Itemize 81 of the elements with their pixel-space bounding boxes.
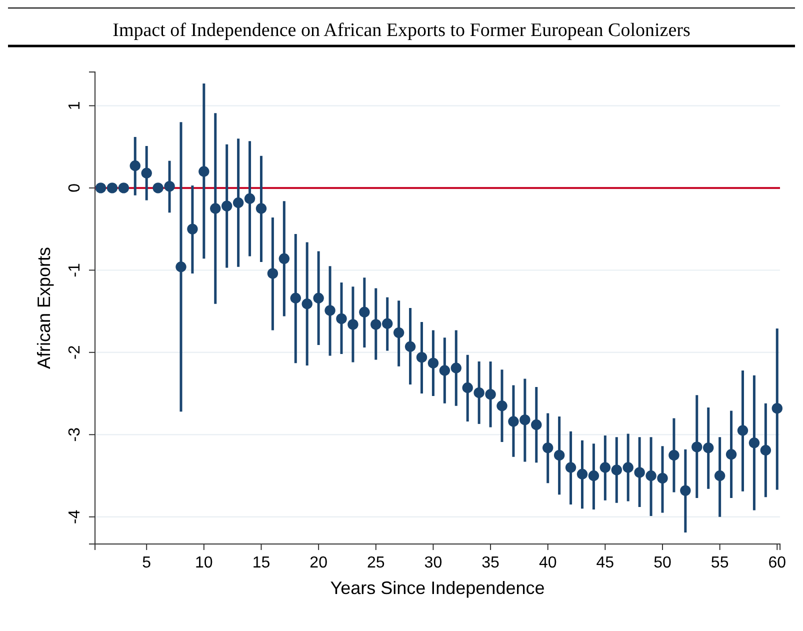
point [668, 450, 680, 461]
x-tick-label: 20 [310, 554, 328, 572]
y-tick-label: -1 [66, 262, 84, 278]
point [634, 467, 645, 478]
point [141, 168, 152, 178]
chart-title: Impact of Independence on African Exports to Former European Colonizers [112, 20, 690, 41]
point [176, 262, 186, 272]
x-tick-label: 40 [538, 554, 557, 572]
point [244, 193, 256, 204]
x-tick-label: 10 [195, 554, 213, 572]
point [726, 449, 737, 460]
point [760, 444, 772, 456]
x-tick-label: 55 [710, 554, 729, 572]
y-tick-label: -4 [66, 510, 84, 524]
point [221, 200, 232, 212]
point [187, 224, 198, 234]
point [336, 313, 347, 324]
point [439, 365, 450, 376]
point [324, 305, 336, 316]
point [508, 416, 519, 427]
x-tick-label: 25 [366, 554, 385, 572]
point [370, 319, 382, 330]
point [232, 197, 244, 208]
point [646, 470, 656, 482]
point [118, 182, 130, 194]
point [278, 253, 290, 264]
point [382, 318, 393, 329]
point [428, 358, 439, 368]
x-tick-label: 35 [482, 554, 500, 572]
point [554, 450, 565, 461]
point [748, 438, 760, 448]
point [106, 182, 118, 194]
point [256, 203, 267, 214]
y-axis-title: African Exports [34, 246, 54, 370]
x-tick-label: 30 [424, 554, 442, 572]
point [267, 268, 278, 279]
x-tick-label: 60 [768, 554, 786, 572]
point [198, 166, 210, 177]
point [164, 180, 175, 192]
point [496, 400, 508, 412]
point [576, 468, 588, 480]
point [600, 462, 611, 473]
x-tick-label: 50 [654, 554, 672, 572]
point [692, 442, 702, 452]
point [622, 462, 634, 473]
x-tick-label: 15 [252, 554, 270, 572]
point [130, 160, 140, 172]
point [565, 462, 576, 473]
y-tick-label: 0 [66, 183, 84, 192]
point [348, 319, 358, 330]
x-axis-title: Years Since Independence [330, 578, 545, 598]
point [485, 389, 496, 400]
point [404, 341, 416, 352]
point [474, 387, 484, 398]
point [416, 352, 428, 363]
point [95, 182, 106, 194]
point [152, 182, 164, 194]
point [542, 442, 554, 454]
point [714, 470, 726, 482]
point [313, 292, 324, 304]
point [680, 485, 691, 496]
point [520, 414, 530, 426]
y-tick-label: -3 [66, 427, 84, 442]
x-tick-label: 45 [596, 554, 614, 572]
point [210, 203, 221, 214]
point [737, 425, 748, 436]
point [772, 402, 782, 414]
y-tick-label: -2 [66, 345, 84, 360]
point [588, 470, 600, 482]
x-tick-label: 5 [142, 554, 152, 572]
point [393, 327, 404, 338]
point [359, 306, 370, 318]
y-tick-label: 1 [66, 101, 84, 110]
point [657, 472, 668, 484]
point [290, 292, 301, 304]
point [611, 464, 622, 476]
point [531, 419, 542, 430]
point [702, 442, 714, 454]
point [462, 382, 473, 394]
point [450, 362, 462, 374]
point [302, 298, 312, 310]
